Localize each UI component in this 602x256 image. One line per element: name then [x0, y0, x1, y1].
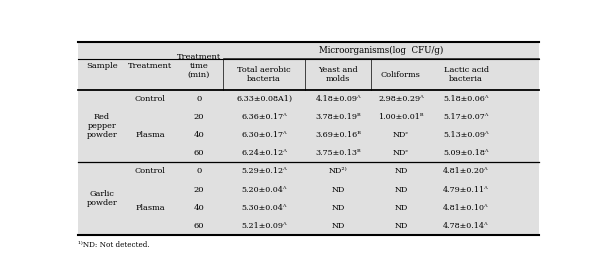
Text: Control: Control: [135, 167, 166, 175]
Text: Garlic
powder: Garlic powder: [87, 190, 117, 207]
Text: 20: 20: [194, 113, 204, 121]
Text: ND: ND: [332, 186, 345, 194]
Text: ND: ND: [394, 222, 408, 230]
Text: 5.21±0.09ᴬ: 5.21±0.09ᴬ: [241, 222, 287, 230]
Text: ND: ND: [332, 222, 345, 230]
Text: 3.75±0.13ᴮ: 3.75±0.13ᴮ: [315, 149, 361, 157]
Text: 40: 40: [193, 204, 204, 212]
Text: ND: ND: [394, 186, 408, 194]
Text: 6.30±0.17ᴬ: 6.30±0.17ᴬ: [241, 131, 287, 139]
Text: Treatment: Treatment: [128, 62, 172, 70]
Text: Plasma: Plasma: [135, 204, 165, 212]
Text: 4.79±0.11ᴬ: 4.79±0.11ᴬ: [443, 186, 489, 194]
Text: 4.81±0.10ᴬ: 4.81±0.10ᴬ: [443, 204, 489, 212]
Text: Total aerobic
bacteria: Total aerobic bacteria: [237, 66, 291, 83]
Text: 0: 0: [196, 95, 202, 103]
Text: NDᶜ: NDᶜ: [393, 149, 409, 157]
Text: Plasma: Plasma: [135, 131, 165, 139]
Text: ND: ND: [394, 167, 408, 175]
Text: 5.13±0.09ᴬ: 5.13±0.09ᴬ: [443, 131, 489, 139]
Text: ¹⁾ND: Not detected.: ¹⁾ND: Not detected.: [78, 241, 149, 249]
Text: 5.18±0.06ᴬ: 5.18±0.06ᴬ: [443, 95, 489, 103]
Text: 5.30±0.04ᴬ: 5.30±0.04ᴬ: [241, 204, 287, 212]
Text: 5.20±0.04ᴬ: 5.20±0.04ᴬ: [241, 186, 287, 194]
Text: Microorganisms(log  CFU/g): Microorganisms(log CFU/g): [319, 46, 444, 55]
Text: 60: 60: [194, 149, 204, 157]
Text: NDᶜ: NDᶜ: [393, 131, 409, 139]
Text: 2.98±0.29ᴬ: 2.98±0.29ᴬ: [378, 95, 424, 103]
Text: ND: ND: [394, 204, 408, 212]
Text: Coliforms: Coliforms: [381, 71, 421, 79]
Text: Lactic acid
bacteria: Lactic acid bacteria: [444, 66, 489, 83]
Text: 5.17±0.07ᴬ: 5.17±0.07ᴬ: [443, 113, 489, 121]
Text: Sample: Sample: [86, 62, 117, 70]
Text: 6.33±0.08A1): 6.33±0.08A1): [236, 95, 292, 103]
Text: 3.78±0.19ᴮ: 3.78±0.19ᴮ: [315, 113, 361, 121]
Text: Control: Control: [135, 95, 166, 103]
Text: 60: 60: [194, 222, 204, 230]
Text: 5.29±0.12ᴬ: 5.29±0.12ᴬ: [241, 167, 287, 175]
Text: 20: 20: [194, 186, 204, 194]
Text: 0: 0: [196, 167, 202, 175]
Text: 3.69±0.16ᴮ: 3.69±0.16ᴮ: [315, 131, 361, 139]
Text: Treatment
time
(min): Treatment time (min): [177, 52, 221, 79]
Text: 5.09±0.18ᴬ: 5.09±0.18ᴬ: [443, 149, 489, 157]
Text: 4.18±0.09ᴬ: 4.18±0.09ᴬ: [315, 95, 361, 103]
Text: 4.81±0.20ᴬ: 4.81±0.20ᴬ: [443, 167, 489, 175]
Text: 1.00±0.01ᴮ: 1.00±0.01ᴮ: [378, 113, 424, 121]
Text: 6.36±0.17ᴬ: 6.36±0.17ᴬ: [241, 113, 287, 121]
Text: 40: 40: [193, 131, 204, 139]
Text: ND: ND: [332, 204, 345, 212]
Text: Yeast and
molds: Yeast and molds: [318, 66, 358, 83]
Text: Red
pepper
powder: Red pepper powder: [87, 113, 117, 139]
Text: ND²⁾: ND²⁾: [329, 167, 347, 175]
Text: 4.78±0.14ᴬ: 4.78±0.14ᴬ: [443, 222, 489, 230]
Text: 6.24±0.12ᴬ: 6.24±0.12ᴬ: [241, 149, 287, 157]
